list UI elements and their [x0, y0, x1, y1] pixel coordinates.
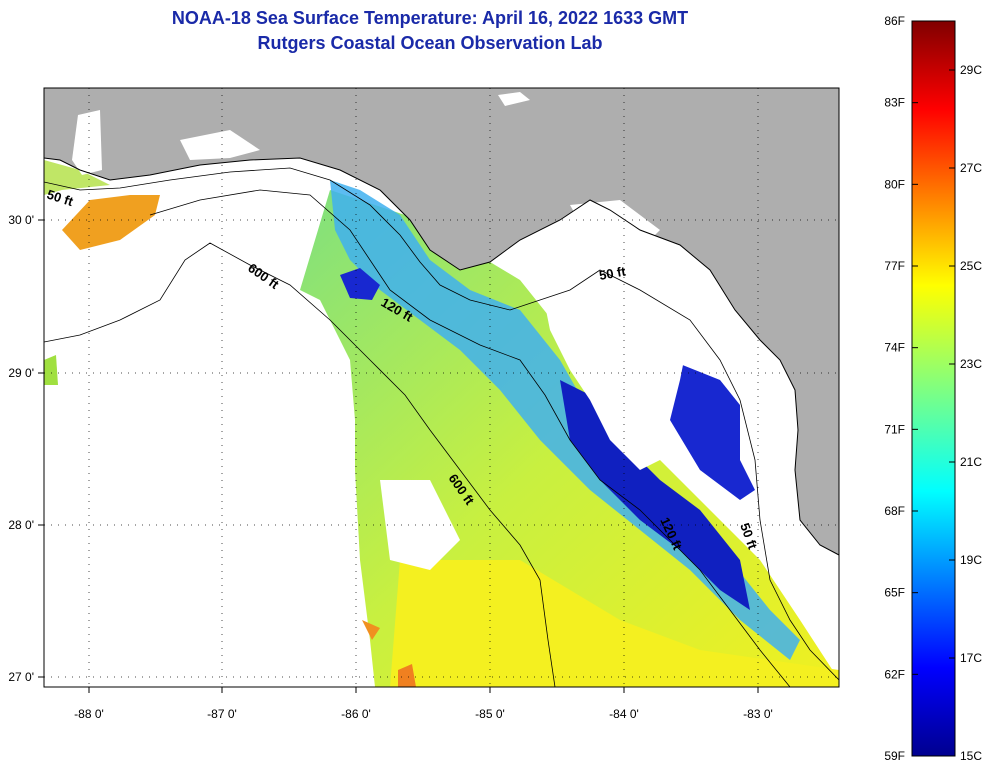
colorbar-label-83F: 83F	[884, 96, 905, 110]
lon-label--86: -86 0'	[341, 707, 371, 721]
pensacola-bay	[180, 130, 260, 160]
colorbar-celsius-labels: 29C 27C 25C 23C 21C 19C 17C 15C	[960, 63, 982, 763]
sst-left-edge	[44, 355, 58, 385]
colorbar-label-65F: 65F	[884, 586, 905, 600]
coastline	[44, 157, 839, 556]
colorbar-label-77F: 77F	[884, 259, 905, 273]
colorbar-label-74F: 74F	[884, 341, 905, 355]
colorbar-strip	[911, 20, 956, 757]
lon-label--83: -83 0'	[743, 707, 773, 721]
colorbar-fahrenheit-labels: 86F 83F 80F 77F 74F 71F 68F 65F 62F 59F	[884, 14, 905, 763]
contour-120ft	[149, 189, 791, 687]
map-plot-area: 50 ft 600 ft 120 ft 600 ft 50 ft 120 ft …	[44, 88, 839, 687]
colorbar-label-25C: 25C	[960, 259, 982, 273]
sst-orange-spot	[398, 664, 416, 687]
colorbar-label-80F: 80F	[884, 177, 905, 191]
colorbar-label-21C: 21C	[960, 455, 982, 469]
lon-label--84: -84 0'	[609, 707, 639, 721]
sst-cold-patch-2	[340, 268, 380, 300]
mobile-bay	[72, 110, 102, 175]
lat-label-30: 30 0'	[8, 213, 34, 227]
lon-label--85: -85 0'	[475, 707, 505, 721]
axis-ticks	[38, 219, 759, 693]
lat-label-29: 29 0'	[8, 366, 34, 380]
lon-label--88: -88 0'	[74, 707, 104, 721]
plot-frame	[43, 87, 840, 688]
lon-label--87: -87 0'	[207, 707, 237, 721]
colorbar-label-86F: 86F	[884, 14, 905, 28]
colorbar-label-15C: 15C	[960, 749, 982, 763]
colorbar-label-62F: 62F	[884, 667, 905, 681]
land-north	[44, 88, 839, 555]
contour-label-50ft-big-bend: 50 ft	[598, 263, 628, 283]
sst-green-west	[44, 160, 110, 195]
sst-orange-spot-2	[362, 620, 380, 640]
cloud-blob-2	[740, 390, 790, 500]
cloud-over-land-2	[570, 200, 660, 250]
cloud-blob-3	[380, 480, 460, 570]
map-subtitle: Rutgers Coastal Ocean Observation Lab	[257, 33, 603, 53]
colorbar-ticks	[912, 20, 955, 757]
contour-600ft	[44, 242, 556, 687]
cloud-over-land	[498, 92, 530, 106]
colorbar-label-17C: 17C	[960, 651, 982, 665]
contour-50ft	[44, 167, 839, 681]
sst-cold-nearshore	[560, 380, 750, 610]
lat-label-28: 28 0'	[8, 518, 34, 532]
map-title: NOAA-18 Sea Surface Temperature: April 1…	[171, 8, 689, 28]
colorbar-label-68F: 68F	[884, 504, 905, 518]
colorbar: 86F 83F 80F 77F 74F 71F 68F 65F 62F 59F 29C 27C 25C…	[884, 14, 982, 763]
sst-warm-south	[390, 560, 839, 687]
colorbar-label-23C: 23C	[960, 357, 982, 371]
colorbar-label-27C: 27C	[960, 161, 982, 175]
colorbar-label-29C: 29C	[960, 63, 982, 77]
lat-label-27: 27 0'	[8, 670, 34, 684]
colorbar-label-71F: 71F	[884, 422, 905, 436]
cloud-blob	[540, 270, 690, 470]
colorbar-label-59F: 59F	[884, 749, 905, 763]
colorbar-label-19C: 19C	[960, 553, 982, 567]
sst-warm-patch-west	[62, 195, 160, 250]
